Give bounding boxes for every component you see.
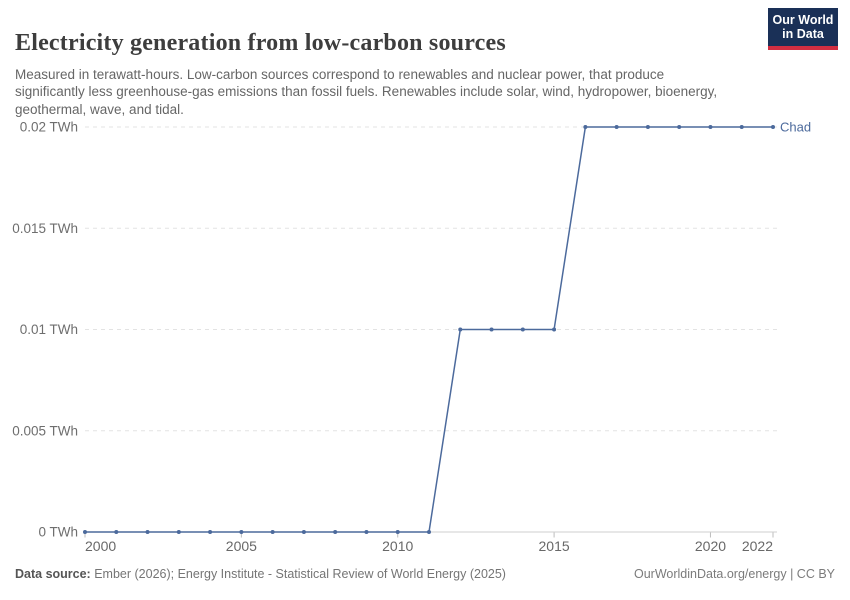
data-point[interactable] (489, 327, 494, 332)
credit-link[interactable]: OurWorldinData.org/energy | CC BY (633, 567, 835, 581)
chart-footer: Data source: Ember (2026); Energy Instit… (15, 567, 835, 581)
owid-logo-line2: in Data (782, 27, 824, 41)
data-source: Data source: Ember (2026); Energy Instit… (15, 567, 506, 581)
data-point[interactable] (520, 327, 525, 332)
y-axis-label: 0.01 TWh (20, 322, 78, 337)
x-axis-label: 2000 (85, 538, 116, 554)
data-point[interactable] (614, 125, 619, 129)
chart-subtitle: Measured in terawatt-hours. Low-carbon s… (15, 66, 718, 117)
y-axis-label: 0.015 TWh (12, 221, 78, 236)
x-axis-label: 2005 (226, 538, 257, 554)
data-point[interactable] (114, 530, 119, 534)
x-axis-label: 2015 (539, 538, 570, 554)
data-point[interactable] (677, 125, 682, 129)
data-point[interactable] (583, 125, 588, 129)
owid-logo[interactable]: Our World in Data (768, 8, 838, 50)
data-point[interactable] (301, 530, 306, 534)
data-point[interactable] (83, 530, 87, 534)
series-label: Chad (780, 120, 811, 135)
data-point[interactable] (458, 327, 463, 332)
data-point[interactable] (145, 530, 150, 534)
y-axis-label: 0 TWh (38, 525, 78, 540)
y-axis-label: 0.02 TWh (20, 120, 78, 135)
y-axis-label: 0.005 TWh (12, 423, 78, 438)
x-axis-label: 2020 (695, 538, 726, 554)
data-point[interactable] (239, 530, 244, 534)
data-point[interactable] (208, 530, 213, 534)
chart-svg[interactable]: 0 TWh 0.005 TWh 0.01 TWh 0.015 TWh 0.02 TWh 2… (0, 100, 850, 560)
data-point[interactable] (270, 530, 275, 534)
data-source-text: Ember (2026); Energy Institute - Statist… (94, 567, 506, 581)
data-point[interactable] (739, 125, 744, 129)
data-point[interactable] (427, 530, 431, 534)
data-point[interactable] (333, 530, 338, 534)
data-point[interactable] (771, 125, 775, 129)
data-point[interactable] (395, 530, 400, 534)
x-axis-label: 2010 (382, 538, 413, 554)
page-title: Electricity generation from low-carbon s… (15, 30, 506, 57)
data-point[interactable] (708, 125, 713, 129)
data-source-label: Data source: (15, 567, 91, 581)
data-point[interactable] (552, 327, 557, 332)
x-axis-label: 2022 (742, 538, 773, 554)
owid-logo-line1: Our World (772, 12, 834, 27)
data-point[interactable] (364, 530, 369, 534)
data-point[interactable] (645, 125, 650, 129)
data-point[interactable] (176, 530, 181, 534)
